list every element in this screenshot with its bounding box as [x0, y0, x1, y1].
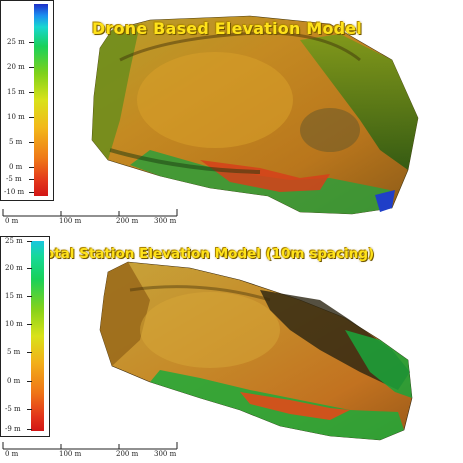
- elevation-color-ramp-bottom: [31, 241, 44, 431]
- elevation-legend-top: 25 m 20 m 15 m 10 m 5 m 0 m -5 m -10 m: [0, 0, 54, 201]
- gps-model-vegetation-west: [100, 262, 150, 366]
- scale-label: 300 m: [154, 450, 177, 458]
- legend-tick-label: 20 m: [5, 264, 23, 272]
- legend-tick-label: -5 m: [5, 405, 21, 413]
- scale-bar-top: 0 m 100 m 200 m 300 m: [2, 208, 180, 228]
- legend-tick-label: 20 m: [7, 63, 25, 71]
- gps-model-ridge: [129, 285, 271, 302]
- gps-model-green-flank: [345, 330, 412, 398]
- scale-label: 100 m: [59, 217, 82, 225]
- legend-tick-label: 15 m: [5, 292, 23, 300]
- legend-tick-label: 0 m: [7, 377, 21, 385]
- gps-model-depression: [240, 392, 350, 420]
- drone-model-ridge: [119, 31, 361, 62]
- drone-model-vegetation-east: [300, 34, 418, 170]
- drone-model-high-point: [375, 190, 395, 212]
- scale-label: 200 m: [116, 450, 139, 458]
- legend-tick-label: 25 m: [5, 237, 23, 245]
- legend-tick-label: 0 m: [9, 163, 23, 171]
- legend-tick-label: 25 m: [7, 38, 25, 46]
- scale-label: 100 m: [59, 450, 82, 458]
- drone-model-title: Drone Based Elevation Model: [92, 19, 363, 38]
- legend-tick-label: -5 m: [6, 175, 22, 183]
- drone-model-depression: [200, 160, 330, 192]
- legend-tick-label: 10 m: [5, 320, 23, 328]
- legend-tick-label: 5 m: [9, 138, 23, 146]
- gps-model-plateau: [140, 292, 280, 368]
- elevation-color-ramp-top: [34, 4, 48, 196]
- scale-label: 0 m: [5, 217, 19, 225]
- legend-tick-label: -9 m: [5, 425, 21, 433]
- drone-elevation-panel: Drone Based Elevation Model 25 m 20 m 15…: [0, 0, 463, 229]
- scale-bar-bottom: 0 m 100 m 200 m 300 m: [2, 441, 180, 461]
- legend-tick-label: -10 m: [4, 188, 25, 196]
- scale-label: 0 m: [5, 450, 19, 458]
- drone-model-structure: [300, 108, 360, 152]
- drone-model-slope: [109, 148, 261, 174]
- elevation-legend-bottom: 25 m 20 m 15 m 10 m 5 m 0 m -5 m -9 m: [0, 236, 50, 437]
- legend-tick-label: 15 m: [7, 88, 25, 96]
- legend-tick-label: 10 m: [7, 113, 25, 121]
- legend-tick-label: 5 m: [7, 348, 21, 356]
- drone-model-plateau: [137, 52, 293, 148]
- scale-label: 300 m: [154, 217, 177, 225]
- gps-model-title: GPS/Total Station Elevation Model (10m s…: [2, 246, 375, 262]
- drone-model-vegetation: [92, 24, 140, 160]
- drone-elevation-map: [91, 15, 419, 215]
- scale-label: 200 m: [116, 217, 139, 225]
